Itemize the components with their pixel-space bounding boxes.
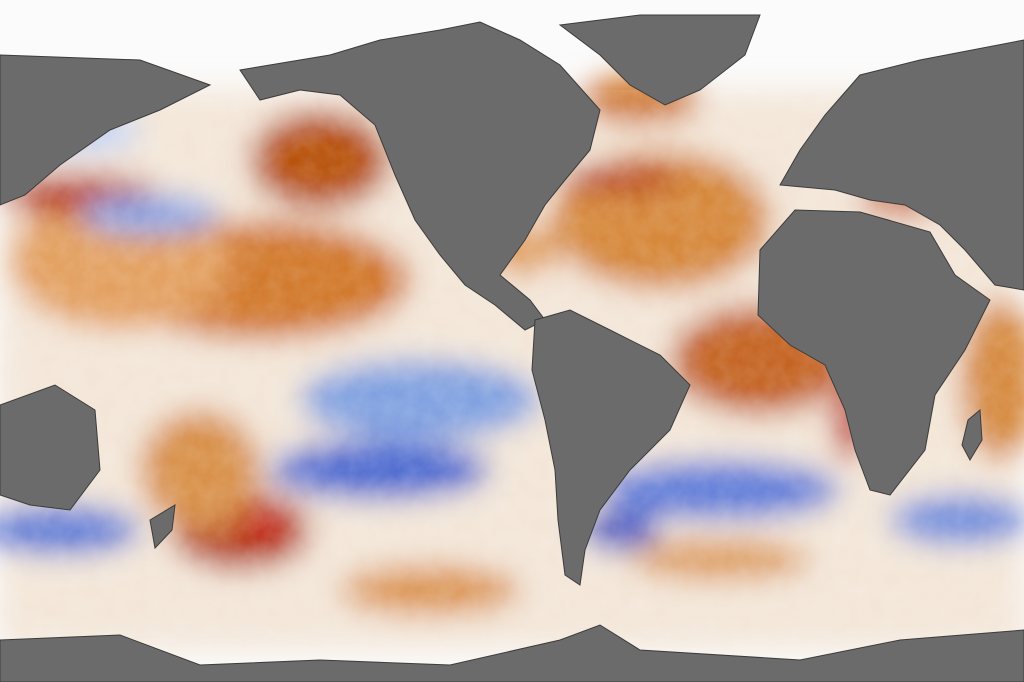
greenland [558,14,761,106]
land [0,14,1024,682]
east-asia [0,54,212,206]
australia [0,384,101,511]
antarctica [0,624,1024,682]
north-america [239,21,601,331]
south-america [531,309,691,586]
madagascar [961,408,983,462]
new-zealand [149,504,176,550]
eurasia [779,39,1024,291]
africa [757,209,991,496]
